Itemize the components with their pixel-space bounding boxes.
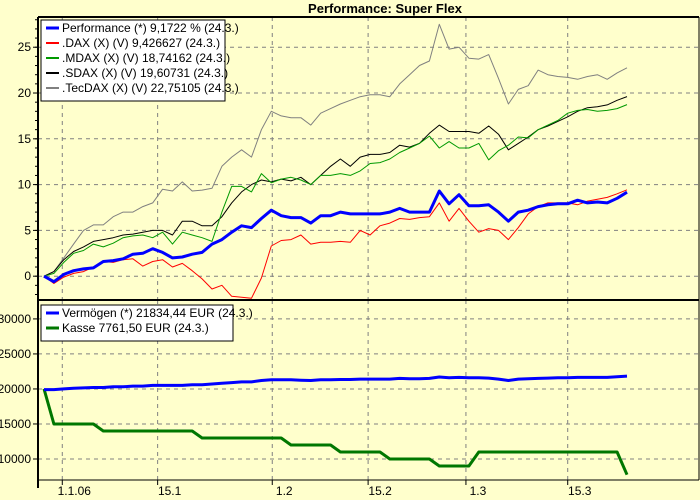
top-legend: Performance (*) 9,1722 % (24.3.).DAX (X)… (40, 19, 239, 102)
legend-label: .DAX (X) (V) 9,426627 (24.3.) (62, 36, 220, 50)
y-tick-label: 5 (24, 223, 31, 237)
x-tick-label: 1.1.06 (58, 484, 92, 498)
legend-label: .SDAX (X) (V) 19,60731 (24.3.) (62, 66, 228, 80)
y-tick-label: 10 (18, 178, 32, 192)
bottom-series (42, 374, 629, 476)
series-line (44, 374, 628, 392)
y-tick-label: 20000 (0, 382, 31, 396)
legend-label: Performance (*) 9,1722 % (24.3.) (62, 21, 239, 35)
y-tick-label: 0 (24, 269, 31, 283)
legend-box (40, 304, 234, 342)
legend-label: .MDAX (X) (V) 18,74162 (24.3.) (62, 51, 230, 65)
axes: 0 5 10 15 20 25 10000 15000 20000 25000 30000 1.1.0… (0, 16, 700, 498)
legend-label: Vermögen (*) 21834,44 EUR (24.3.) (62, 306, 253, 320)
series-line (43, 104, 628, 277)
bottom-legend: Vermögen (*) 21834,44 EUR (24.3.)Kasse 7… (40, 304, 253, 342)
legend-label: Kasse 7761,50 EUR (24.3.) (62, 321, 209, 335)
x-tick-label: 15.2 (368, 484, 392, 498)
series-line (42, 388, 629, 476)
top-series (43, 23, 628, 299)
y-tick-label: 15 (18, 132, 32, 146)
y-tick-label: 15000 (0, 417, 31, 431)
y-tick-label: 30000 (0, 312, 31, 326)
y-tick-label: 25 (18, 40, 32, 54)
series-line (43, 96, 628, 277)
x-tick-label: 15.3 (568, 484, 592, 498)
chart-title: Performance: Super Flex (308, 1, 463, 16)
top-grid (38, 17, 699, 300)
y-tick-label: 10000 (0, 452, 31, 466)
y-tick-label: 20 (18, 86, 32, 100)
series-line (43, 23, 628, 277)
series-line (43, 189, 628, 299)
x-tick-label: 15.1 (158, 484, 182, 498)
legend-label: .TecDAX (X) (V) 22,75105 (24.3.) (62, 81, 239, 95)
x-tick-label: 1.3 (470, 484, 487, 498)
y-tick-label: 25000 (0, 347, 31, 361)
legend-box (40, 19, 226, 102)
series-line (43, 189, 628, 284)
x-tick-label: 1.2 (276, 484, 293, 498)
